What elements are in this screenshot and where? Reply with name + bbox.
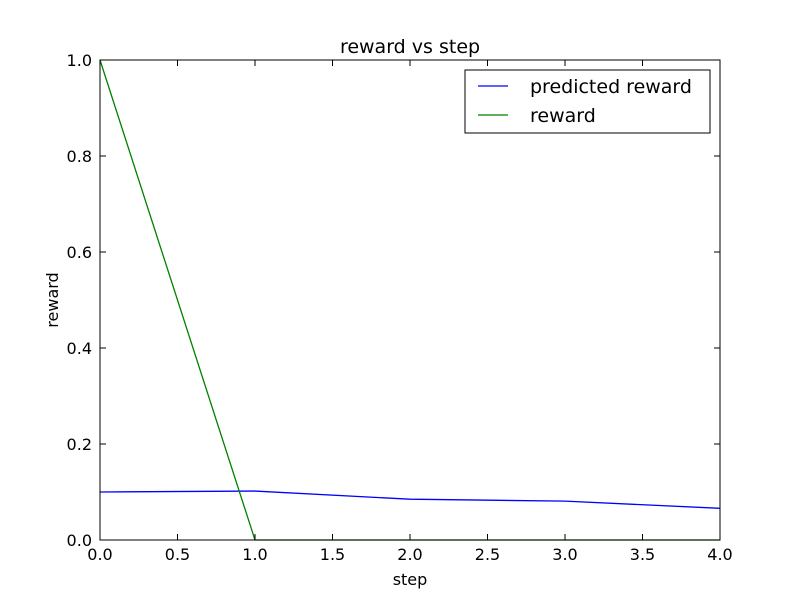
y-tick-label: 0.6	[67, 243, 92, 262]
y-tick-label: 0.0	[67, 531, 92, 550]
x-tick-label: 2.0	[397, 545, 422, 564]
y-tick-label: 0.2	[67, 435, 92, 454]
x-axis-label: step	[393, 570, 428, 589]
x-tick-label: 1.0	[242, 545, 267, 564]
series-line-predicted-reward	[99, 490, 721, 509]
y-axis-label: reward	[43, 272, 62, 327]
legend-box	[464, 69, 711, 134]
plot-frame	[99, 59, 721, 541]
x-tick-label: 4.0	[707, 545, 732, 564]
y-tick-label: 0.4	[67, 339, 92, 358]
x-tick-label: 3.0	[552, 545, 577, 564]
tick-layer: 0.0 0.5 1.0 1.5 2.0 2.5 3.0 3.5 4.0 0.0 0.2 0.4 0.6 0…	[67, 51, 733, 564]
x-tick-label: 3.5	[630, 545, 655, 564]
legend-label-reward: reward	[530, 105, 596, 127]
legend: predicted reward reward	[464, 69, 711, 134]
y-tick-label: 0.8	[67, 147, 92, 166]
x-tick-label: 0.0	[87, 545, 112, 564]
y-tick-label: 1.0	[67, 51, 92, 70]
chart-title: reward vs step	[340, 36, 480, 58]
x-tick-label: 1.5	[320, 545, 345, 564]
legend-label-predicted-reward: predicted reward	[530, 76, 692, 98]
x-tick-label: 2.5	[475, 545, 500, 564]
plot-area	[100, 60, 720, 540]
x-tick-label: 0.5	[165, 545, 190, 564]
